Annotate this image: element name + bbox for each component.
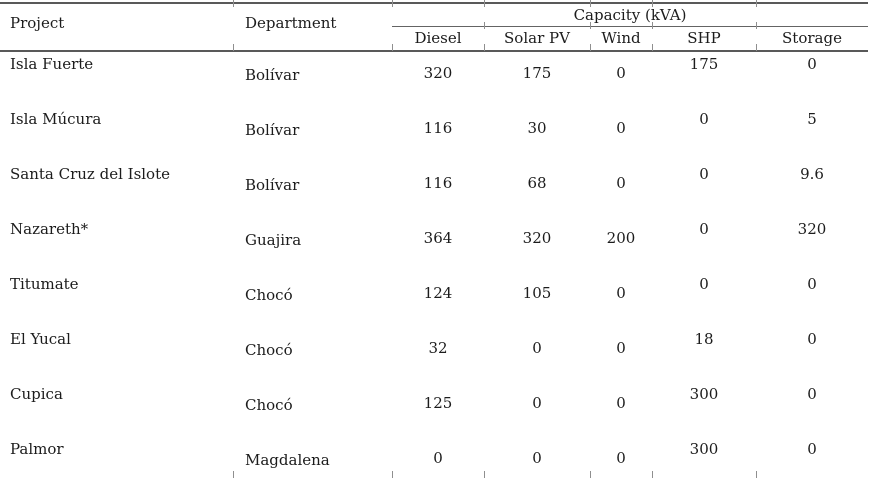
cell-diesel: 364	[423, 229, 453, 247]
cell-storage: 0	[807, 55, 817, 73]
cell-department: Chocó	[245, 286, 293, 304]
cell-shp: 300	[689, 385, 719, 403]
table-row: Santa Cruz del Islote Bolívar 116 68 0 0…	[0, 162, 868, 217]
cell-solar-pv: 30	[527, 119, 547, 137]
cell-project: Santa Cruz del Islote	[10, 165, 170, 183]
cell-solar-pv: 0	[532, 394, 542, 412]
cell-project: Cupica	[10, 385, 63, 403]
cell-department: Bolívar	[245, 176, 300, 194]
cell-department: Bolívar	[245, 121, 300, 139]
column-header-wind: Wind	[601, 28, 641, 47]
table-row: Titumate Chocó 124 105 0 0 0	[0, 272, 868, 327]
column-header-diesel: Diesel	[414, 28, 462, 47]
table-row: Cupica Chocó 125 0 0 300 0	[0, 382, 868, 437]
cell-diesel: 32	[428, 339, 448, 357]
cell-department: Magdalena	[245, 451, 330, 469]
table-row: Isla Fuerte Bolívar 320 175 0 175 0	[0, 51, 868, 107]
cell-wind: 200	[606, 229, 636, 247]
cell-wind: 0	[616, 339, 626, 357]
cell-wind: 0	[616, 64, 626, 82]
cell-storage: 0	[807, 385, 817, 403]
table-row: El Yucal Chocó 32 0 0 18 0	[0, 327, 868, 382]
cell-shp: 0	[699, 220, 709, 238]
cell-shp: 0	[699, 110, 709, 128]
table-row: Palmor Magdalena 0 0 0 300 0	[0, 437, 868, 479]
cell-project: Palmor	[10, 440, 64, 458]
table-body: Isla Fuerte Bolívar 320 175 0 175 0 Isla…	[0, 51, 868, 479]
table-header: Project Department Capacity (kVA) Diesel…	[0, 3, 868, 51]
cell-storage: 0	[807, 330, 817, 348]
header-row-group: Project Department Capacity (kVA)	[0, 3, 868, 32]
cell-solar-pv: 68	[527, 174, 547, 192]
cell-shp: 175	[689, 55, 719, 73]
cell-solar-pv: 0	[532, 339, 542, 357]
cell-storage: 5	[807, 110, 817, 128]
cell-diesel: 124	[423, 284, 453, 302]
cell-storage: 0	[807, 440, 817, 458]
cell-shp: 18	[694, 330, 714, 348]
cell-shp: 0	[699, 275, 709, 293]
cell-storage: 0	[807, 275, 817, 293]
cell-wind: 0	[616, 449, 626, 467]
cell-shp: 0	[699, 165, 709, 183]
table-row: Nazareth* Guajira 364 320 200 0 320	[0, 217, 868, 272]
cell-project: El Yucal	[10, 330, 71, 348]
cell-diesel: 116	[423, 174, 453, 192]
cell-shp: 300	[689, 440, 719, 458]
cell-diesel: 125	[423, 394, 453, 412]
cell-diesel: 116	[423, 119, 453, 137]
cell-project: Isla Fuerte	[10, 55, 94, 73]
cell-department: Bolívar	[245, 66, 300, 84]
cell-wind: 0	[616, 119, 626, 137]
cell-solar-pv: 320	[522, 229, 552, 247]
column-header-capacity-group: Capacity (kVA)	[392, 3, 868, 27]
cell-storage: 9.6	[800, 165, 824, 183]
column-header-department: Department	[245, 13, 337, 32]
cell-department: Chocó	[245, 396, 293, 414]
cell-project: Nazareth*	[10, 220, 89, 238]
column-header-shp: SHP	[687, 28, 721, 47]
cell-solar-pv: 0	[532, 449, 542, 467]
cell-project: Isla Múcura	[10, 110, 102, 128]
cell-solar-pv: 105	[522, 284, 552, 302]
cell-project: Titumate	[10, 275, 79, 293]
cell-solar-pv: 175	[522, 64, 552, 82]
cell-storage: 320	[797, 220, 827, 238]
column-header-storage: Storage	[782, 28, 842, 47]
cell-department: Chocó	[245, 341, 293, 359]
column-header-project: Project	[10, 13, 65, 32]
header-row-capacity-subcolumns: Diesel Solar PV Wind SHP Storage	[0, 27, 868, 52]
cell-department: Guajira	[245, 231, 302, 249]
cell-wind: 0	[616, 174, 626, 192]
cell-diesel: 0	[433, 449, 443, 467]
cell-wind: 0	[616, 284, 626, 302]
cell-wind: 0	[616, 394, 626, 412]
cell-diesel: 320	[423, 64, 453, 82]
table-row: Isla Múcura Bolívar 116 30 0 0 5	[0, 107, 868, 162]
column-header-solar-pv: Solar PV	[504, 28, 570, 47]
